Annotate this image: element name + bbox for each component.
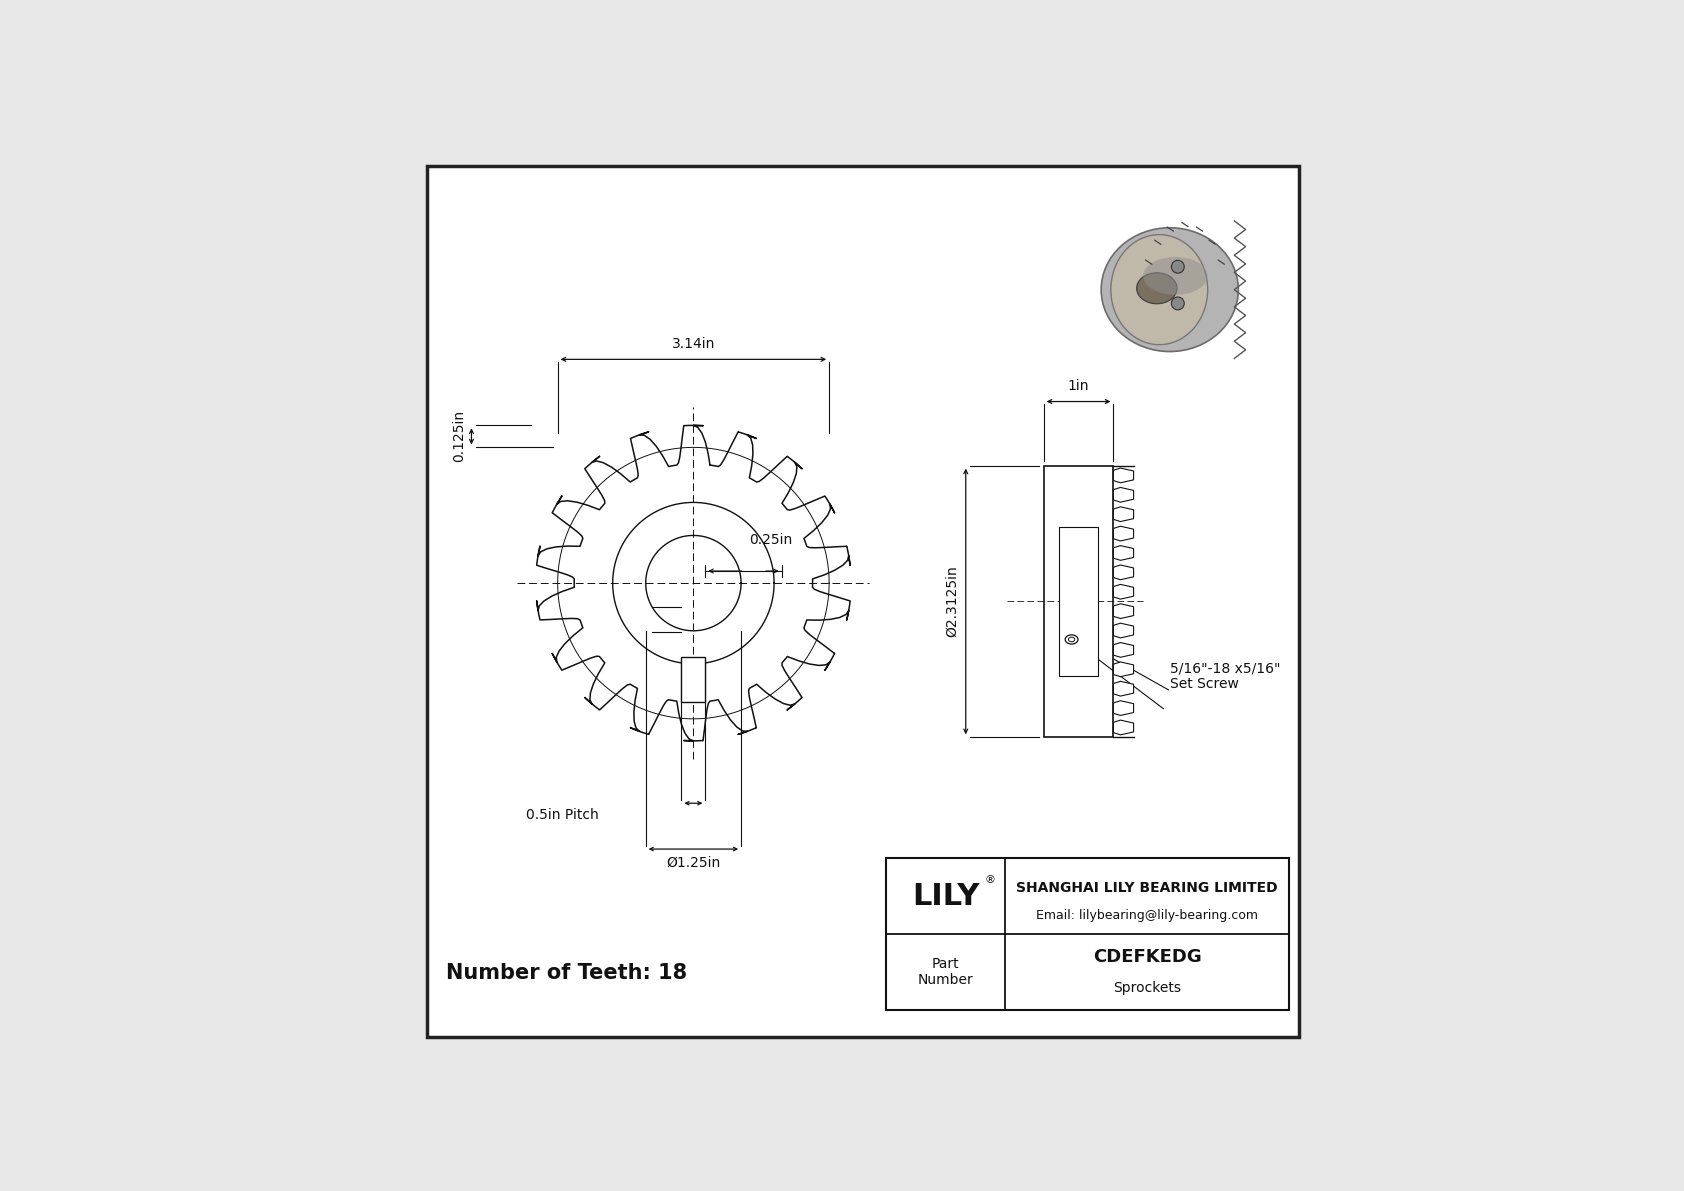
FancyArrowPatch shape: [1182, 223, 1189, 226]
Text: 0.25in: 0.25in: [749, 532, 793, 547]
Text: LILY: LILY: [911, 881, 978, 911]
FancyArrowPatch shape: [1196, 227, 1202, 231]
Ellipse shape: [1068, 637, 1074, 642]
Text: 0.5in Pitch: 0.5in Pitch: [525, 807, 600, 822]
FancyArrowPatch shape: [1218, 260, 1224, 264]
Text: Sprockets: Sprockets: [1113, 981, 1180, 996]
Ellipse shape: [1066, 635, 1078, 644]
Bar: [1044, 466, 1113, 737]
Text: Email: lilybearing@lily-bearing.com: Email: lilybearing@lily-bearing.com: [1036, 909, 1258, 922]
Ellipse shape: [1137, 273, 1177, 304]
Bar: [886, 859, 1290, 1010]
Text: Ø2.3125in: Ø2.3125in: [945, 566, 960, 637]
Text: 0.125in: 0.125in: [451, 411, 466, 462]
Polygon shape: [1113, 721, 1133, 735]
Text: 3.14in: 3.14in: [672, 337, 716, 351]
Ellipse shape: [1101, 227, 1238, 351]
Polygon shape: [1113, 565, 1133, 580]
Text: SHANGHAI LILY BEARING LIMITED: SHANGHAI LILY BEARING LIMITED: [1017, 881, 1278, 896]
Polygon shape: [1113, 526, 1133, 541]
Text: 5/16"-18 x5/16"
Set Screw: 5/16"-18 x5/16" Set Screw: [1170, 661, 1282, 691]
Polygon shape: [1113, 662, 1133, 676]
Bar: [1059, 526, 1098, 676]
Polygon shape: [1113, 507, 1133, 522]
Polygon shape: [1113, 585, 1133, 599]
FancyArrowPatch shape: [1155, 241, 1160, 244]
Text: Number of Teeth: 18: Number of Teeth: 18: [446, 962, 687, 983]
Polygon shape: [1113, 700, 1133, 716]
Polygon shape: [1113, 681, 1133, 696]
Ellipse shape: [1143, 257, 1207, 295]
Polygon shape: [1113, 487, 1133, 503]
Text: Part
Number: Part Number: [918, 956, 973, 987]
FancyArrowPatch shape: [1167, 227, 1174, 231]
Polygon shape: [1113, 604, 1133, 618]
Circle shape: [1172, 261, 1184, 273]
Polygon shape: [1113, 643, 1133, 657]
Text: ®: ®: [983, 875, 995, 885]
Polygon shape: [1113, 545, 1133, 560]
FancyArrowPatch shape: [1145, 260, 1152, 264]
Text: 1in: 1in: [1068, 379, 1090, 393]
Text: Ø1.25in: Ø1.25in: [667, 855, 721, 869]
Polygon shape: [1113, 623, 1133, 638]
Polygon shape: [1113, 468, 1133, 482]
Ellipse shape: [1111, 235, 1207, 344]
Polygon shape: [682, 657, 706, 701]
Circle shape: [1172, 297, 1184, 310]
Text: CDEFKEDG: CDEFKEDG: [1093, 948, 1202, 966]
FancyArrowPatch shape: [1209, 241, 1216, 244]
